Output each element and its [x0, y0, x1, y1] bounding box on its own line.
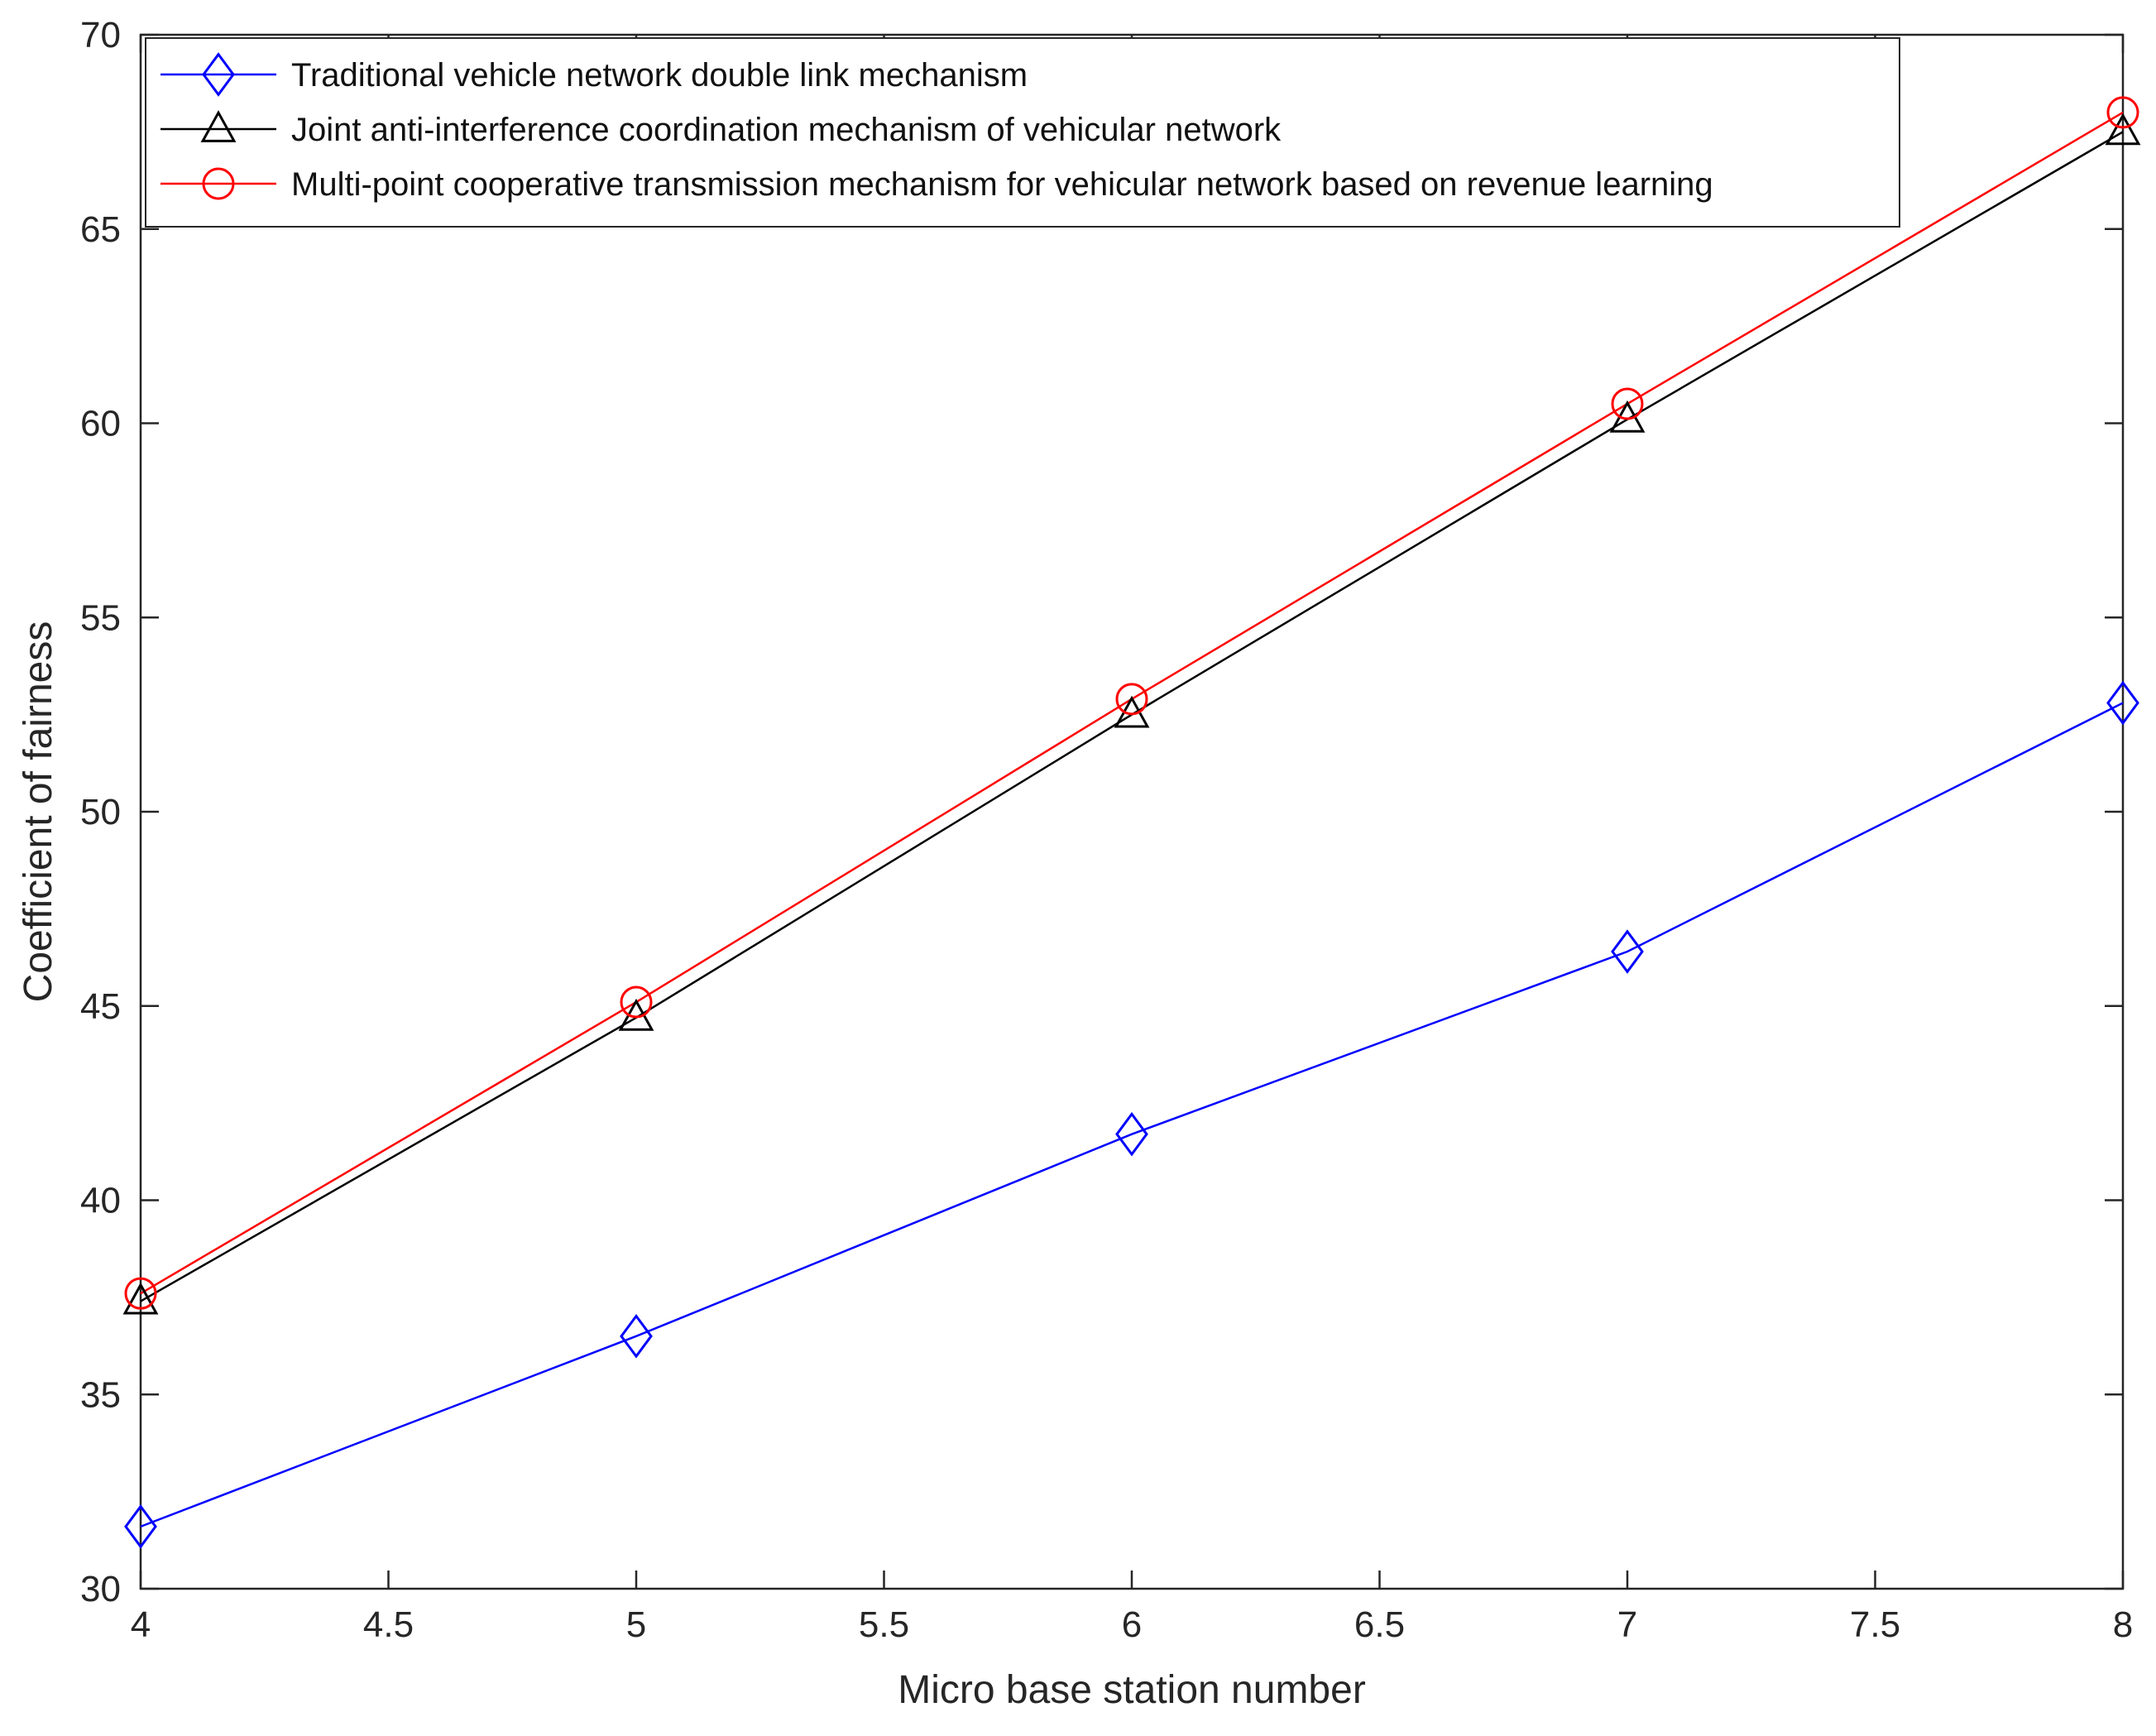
x-tick-label: 8	[2113, 1604, 2133, 1645]
x-tick-label: 5	[626, 1604, 646, 1645]
legend-item-1: Traditional vehicle network double link …	[161, 52, 1028, 97]
y-tick-label: 55	[80, 597, 121, 638]
y-tick-label: 70	[80, 15, 121, 55]
x-axis-title: Micro base station number	[898, 1668, 1366, 1712]
data-point-series-1	[1611, 929, 1644, 974]
x-tick-label: 6	[1122, 1604, 1142, 1645]
legend-marker	[202, 52, 235, 97]
data-point-series-3	[124, 1277, 157, 1310]
y-axis-title: Coefficient of fairness	[17, 621, 60, 1003]
x-tick-label: 5.5	[859, 1604, 909, 1645]
y-tick-label: 30	[80, 1569, 121, 1609]
x-tick-label: 4.5	[363, 1604, 414, 1645]
data-point-series-1	[1115, 1111, 1148, 1157]
series-line-1	[140, 702, 2124, 1528]
plot-area	[139, 33, 2125, 1590]
legend-box	[145, 37, 1900, 228]
y-tick-label: 60	[80, 404, 121, 444]
y-tick-label: 45	[80, 986, 121, 1027]
y-tick-label: 35	[80, 1374, 121, 1415]
data-point-series-3	[620, 985, 653, 1019]
x-tick-label: 4	[131, 1604, 151, 1645]
legend-item-2: Joint anti-interference coordination mec…	[161, 110, 1282, 148]
data-point-series-3	[1115, 683, 1148, 716]
series-markers	[122, 96, 2141, 1549]
data-point-series-3	[2106, 96, 2139, 129]
x-tick-label: 6.5	[1354, 1604, 1405, 1645]
data-point-series-1	[2106, 680, 2139, 726]
data-point-series-3	[1611, 387, 1644, 420]
data-point-series-1	[620, 1314, 653, 1359]
x-tick-label: 7.5	[1850, 1604, 1900, 1645]
legend-label: Joint anti-interference coordination mec…	[291, 112, 1282, 148]
y-tick-label: 50	[80, 792, 121, 832]
y-tick-label: 40	[80, 1181, 121, 1221]
legend: Traditional vehicle network double link …	[145, 37, 1900, 228]
legend-marker	[202, 167, 235, 200]
data-point-series-2	[2105, 113, 2141, 146]
legend-label: Traditional vehicle network double link …	[291, 57, 1028, 94]
data-point-series-2	[122, 1282, 159, 1315]
legend-marker	[200, 110, 237, 142]
data-point-series-1	[124, 1504, 157, 1549]
axis-tick-labels: 4 4.5 5 5.5 6 6.5 7 7.5 8 30 35 40 45 50 55 60 65 70	[80, 15, 2133, 1645]
legend-item-3: Multi-point cooperative transmission mec…	[161, 166, 1713, 203]
x-tick-label: 7	[1617, 1604, 1637, 1645]
legend-label: Multi-point cooperative transmission mec…	[291, 166, 1713, 203]
y-tick-label: 65	[80, 209, 121, 250]
